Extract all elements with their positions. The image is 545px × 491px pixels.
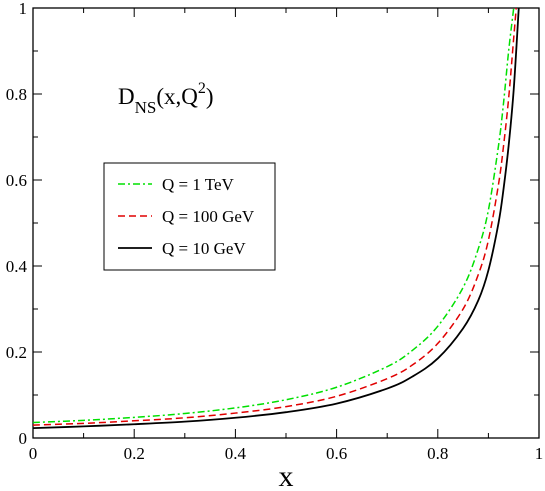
legend-label-10gev: Q = 10 GeV xyxy=(162,239,246,258)
x-tick-label: 0.8 xyxy=(427,444,448,463)
annotation-close: ) xyxy=(206,84,214,109)
curve-annotation: DNS(x,Q2) xyxy=(118,80,214,117)
y-tick-label: 0 xyxy=(19,429,28,448)
y-tick-label: 0.6 xyxy=(6,171,27,190)
y-tick-label: 0.8 xyxy=(6,85,27,104)
x-tick-label: 1 xyxy=(535,444,544,463)
x-axis-title: x xyxy=(279,460,294,491)
y-tick-label: 0.2 xyxy=(6,343,27,362)
annotation-superscript: 2 xyxy=(198,80,206,97)
series-lines xyxy=(32,7,520,430)
legend-label-100gev: Q = 100 GeV xyxy=(162,207,255,226)
series-line-q-100-gev xyxy=(32,7,517,426)
legend: Q = 1 TeV Q = 100 GeV Q = 10 GeV xyxy=(103,162,276,271)
annotation-main: D xyxy=(118,84,135,109)
annotation-args: (x,Q xyxy=(156,84,198,109)
series-line-q-1-tev xyxy=(32,7,515,424)
x-tick-label: 0.6 xyxy=(326,444,347,463)
axis-tick-labels: 0 0.2 0.4 0.6 0.8 1 0 0.2 0.4 0.6 0.8 1 xyxy=(6,0,544,463)
y-tick-label: 0.4 xyxy=(6,257,28,276)
series-line-q-10-gev xyxy=(32,7,520,430)
x-tick-label: 0.2 xyxy=(124,444,145,463)
y-tick-label: 1 xyxy=(19,0,28,18)
annotation-subscript: NS xyxy=(135,98,157,117)
axis-ticks xyxy=(32,7,540,439)
x-tick-label: 0 xyxy=(29,444,38,463)
x-tick-label: 0.4 xyxy=(225,444,247,463)
legend-label-1tev: Q = 1 TeV xyxy=(162,175,235,194)
